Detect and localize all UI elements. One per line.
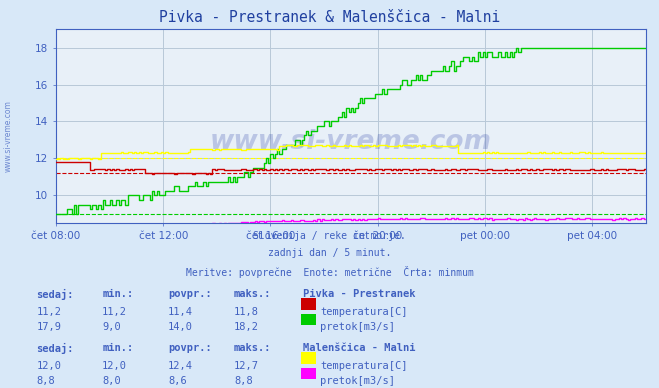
Text: 8,0: 8,0 [102,376,121,386]
Text: Pivka - Prestranek & Malenščica - Malni: Pivka - Prestranek & Malenščica - Malni [159,10,500,25]
Text: 9,0: 9,0 [102,322,121,332]
Text: Slovenija / reke in morje.: Slovenija / reke in morje. [253,231,406,241]
Text: 11,4: 11,4 [168,307,193,317]
Text: Pivka - Prestranek: Pivka - Prestranek [303,289,416,299]
Text: sedaj:: sedaj: [36,343,74,354]
Text: 12,0: 12,0 [102,361,127,371]
Text: povpr.:: povpr.: [168,289,212,299]
Text: maks.:: maks.: [234,289,272,299]
Text: povpr.:: povpr.: [168,343,212,353]
Text: maks.:: maks.: [234,343,272,353]
Text: 8,8: 8,8 [36,376,55,386]
Text: Malenščica - Malni: Malenščica - Malni [303,343,416,353]
Text: 11,8: 11,8 [234,307,259,317]
Text: 17,9: 17,9 [36,322,61,332]
Text: 18,2: 18,2 [234,322,259,332]
Text: www.si-vreme.com: www.si-vreme.com [210,128,492,155]
Text: zadnji dan / 5 minut.: zadnji dan / 5 minut. [268,248,391,258]
Text: sedaj:: sedaj: [36,289,74,300]
Text: min.:: min.: [102,343,133,353]
Text: 12,0: 12,0 [36,361,61,371]
Text: Meritve: povprečne  Enote: metrične  Črta: minmum: Meritve: povprečne Enote: metrične Črta:… [186,266,473,278]
Text: 8,8: 8,8 [234,376,252,386]
Text: pretok[m3/s]: pretok[m3/s] [320,322,395,332]
Text: 12,7: 12,7 [234,361,259,371]
Text: temperatura[C]: temperatura[C] [320,361,408,371]
Text: pretok[m3/s]: pretok[m3/s] [320,376,395,386]
Text: min.:: min.: [102,289,133,299]
Text: 8,6: 8,6 [168,376,186,386]
Text: 12,4: 12,4 [168,361,193,371]
Text: 14,0: 14,0 [168,322,193,332]
Text: 11,2: 11,2 [102,307,127,317]
Text: 11,2: 11,2 [36,307,61,317]
Text: www.si-vreme.com: www.si-vreme.com [3,100,13,172]
Text: temperatura[C]: temperatura[C] [320,307,408,317]
